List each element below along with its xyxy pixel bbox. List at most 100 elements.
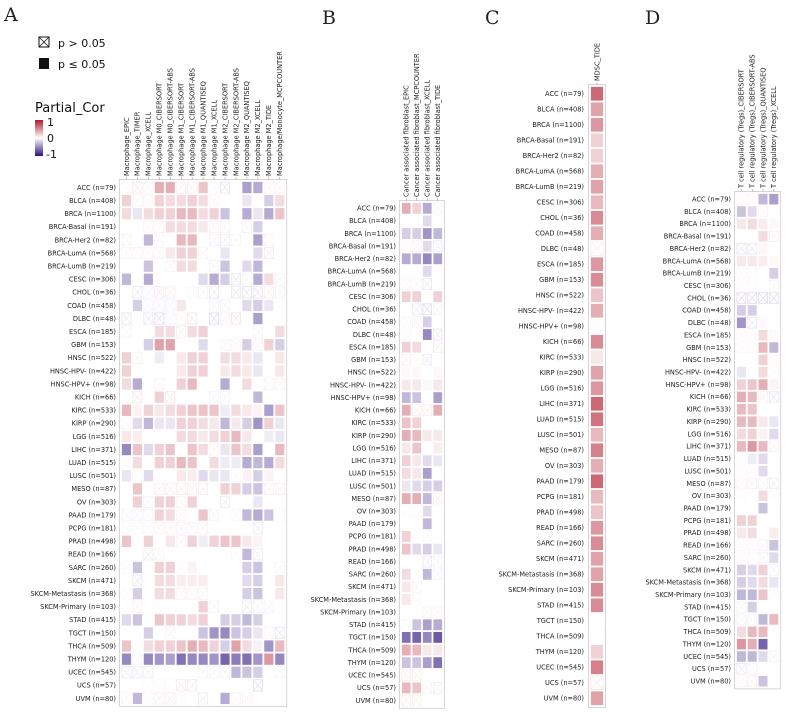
heatmap-cell xyxy=(242,535,252,547)
heatmap-cell xyxy=(198,208,208,220)
heatmap-cell xyxy=(412,543,422,555)
heatmap-cell xyxy=(220,601,230,613)
heatmap-cell-ns xyxy=(220,299,230,312)
heatmap-cell xyxy=(758,577,768,588)
heatmap-cell-ns xyxy=(165,299,176,312)
heatmap-cell xyxy=(253,588,263,600)
heatmap-cell xyxy=(736,218,746,230)
heatmap-cell-ns xyxy=(263,286,274,299)
column-label: T cell regulatory (Tregs)_CIBERSORT-ABS xyxy=(749,54,757,189)
heatmap-cell xyxy=(412,644,422,656)
row-label: ESCA (n=185) xyxy=(349,343,396,351)
heatmap-cell xyxy=(242,352,252,364)
column-label: Cancer associated fibroblast_XCELL xyxy=(424,80,432,197)
heatmap-cell-ns xyxy=(209,351,220,364)
row-label: LUSC (n=501) xyxy=(538,431,585,439)
heatmap-cell xyxy=(154,535,164,547)
heatmap-panel-b: Cancer associated fibroblast_EPIC Cancer … xyxy=(311,53,445,709)
heatmap-cell xyxy=(769,453,779,465)
heatmap-cell xyxy=(176,627,186,639)
heatmap-cell xyxy=(198,339,208,351)
heatmap-cell-ns xyxy=(121,246,132,260)
heatmap-cell xyxy=(590,582,604,597)
heatmap-cell xyxy=(121,195,132,207)
heatmap-cell-ns xyxy=(411,581,422,593)
heatmap-cell-ns xyxy=(132,260,143,273)
heatmap-cell xyxy=(401,366,411,378)
heatmap-cell xyxy=(121,601,132,613)
heatmap-cell xyxy=(220,443,230,456)
heatmap-cell-ns xyxy=(220,233,230,247)
heatmap-cell-ns xyxy=(432,555,443,568)
heatmap-cell-ns xyxy=(132,246,143,260)
heatmap-cell xyxy=(736,502,746,514)
heatmap-cell xyxy=(143,234,153,246)
heatmap-cell xyxy=(154,339,164,351)
row-label: BRCA (n=1100) xyxy=(532,121,584,129)
heatmap-cell xyxy=(769,342,779,353)
heatmap-cell xyxy=(422,316,432,328)
heatmap-cell xyxy=(187,535,197,547)
row-label: OV (n=303) xyxy=(77,498,116,506)
heatmap-cell xyxy=(590,505,604,520)
row-label: OV (n=303) xyxy=(692,492,731,500)
column-label: Macrophage_TIMER xyxy=(134,111,142,176)
heatmap-cell xyxy=(198,548,208,560)
heatmap-cell xyxy=(412,430,422,441)
column-label: Macrophage_XCELL xyxy=(145,112,153,176)
heatmap-cell-ns xyxy=(198,587,209,600)
heatmap-cell xyxy=(275,640,285,652)
legend-max-label: 1 xyxy=(47,116,54,129)
heatmap-cell xyxy=(422,467,432,479)
heatmap-cell xyxy=(422,228,432,239)
heatmap-cell xyxy=(433,278,443,290)
heatmap-cell-ns xyxy=(274,220,285,233)
heatmap-cell xyxy=(769,638,779,650)
heatmap-cell xyxy=(747,379,757,390)
heatmap-cell xyxy=(198,574,208,587)
heatmap-cell xyxy=(165,548,175,560)
heatmap-cell xyxy=(253,457,263,469)
heatmap-cell-ns xyxy=(209,325,220,338)
heatmap-cell-ns xyxy=(209,286,220,299)
row-label: CESC (n=306) xyxy=(537,199,584,207)
heatmap-cell xyxy=(758,527,768,539)
column-label: Macrophage M2_TIDE xyxy=(265,105,273,176)
heatmap-cell xyxy=(422,215,432,227)
heatmap-cell-ns xyxy=(230,548,241,561)
heatmap-cell xyxy=(736,527,746,539)
heatmap-cell xyxy=(209,627,219,639)
heatmap-cell xyxy=(187,640,197,652)
heatmap-cell xyxy=(422,695,432,706)
heatmap-cell xyxy=(401,606,411,618)
panel-label-d: D xyxy=(645,7,660,29)
heatmap-cell-ns xyxy=(432,568,443,581)
heatmap-cell xyxy=(275,496,285,508)
column-label: Macrophage M1_CIBERSORT-ABS xyxy=(188,68,196,176)
heatmap-cell xyxy=(422,644,432,656)
heatmap-cell-ns xyxy=(132,391,143,404)
heatmap-cell xyxy=(121,430,132,443)
heatmap-cell xyxy=(590,567,604,582)
heatmap-cell-ns xyxy=(411,593,422,606)
heatmap-cell xyxy=(412,480,422,492)
heatmap-cell-ns xyxy=(422,303,432,316)
column-label: Cancer associated fibroblast_EPIC xyxy=(403,85,411,197)
heatmap-cell xyxy=(187,666,197,678)
heatmap-cell xyxy=(758,404,768,415)
heatmap-cell xyxy=(590,458,604,473)
heatmap-cell xyxy=(422,379,432,391)
row-label: COAD (n=458) xyxy=(682,307,731,315)
heatmap-cell xyxy=(590,133,604,148)
row-label: READ (n=166) xyxy=(683,542,731,550)
row-label: THYM (n=120) xyxy=(535,648,584,656)
heatmap-cell xyxy=(209,208,219,220)
heatmap-cell xyxy=(121,273,132,285)
row-label: UCEC (n=545) xyxy=(348,672,396,680)
heatmap-cell xyxy=(433,253,443,265)
heatmap-cell xyxy=(412,392,422,404)
heatmap-cell xyxy=(176,614,186,626)
heatmap-cell xyxy=(590,303,604,318)
column-label: Macrophage M2_CIBERSORT-ABS xyxy=(232,68,240,176)
